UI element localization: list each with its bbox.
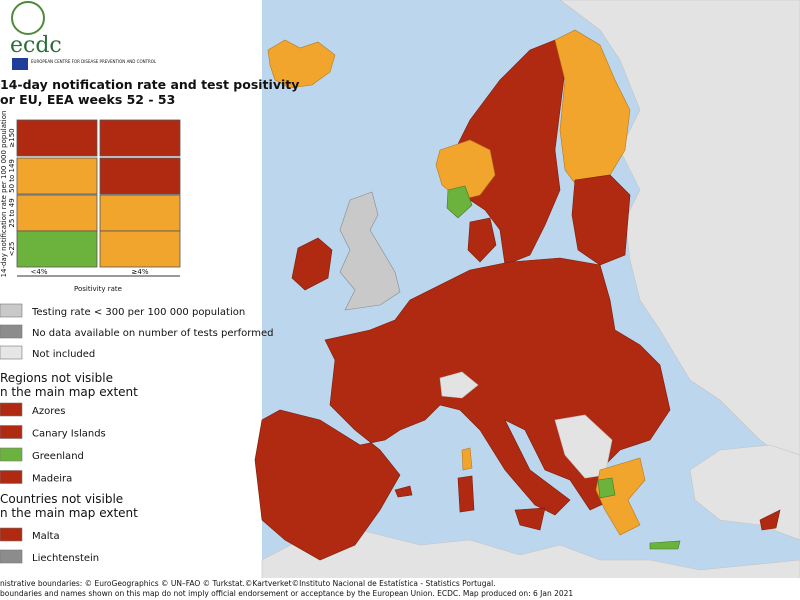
footer-line: boundaries and names shown on this map d…: [0, 589, 573, 598]
legend-swatch: [0, 303, 23, 318]
matrix-cell: [99, 230, 181, 268]
eu-flag: [12, 58, 28, 70]
finland: [554, 29, 631, 191]
footer-line: nistrative boundaries: © EuroGeographics…: [0, 579, 496, 588]
matrix-cell: [16, 157, 98, 195]
legend-label: No data available on number of tests per…: [32, 328, 273, 339]
great-britain: [339, 191, 401, 311]
country-label: Malta: [32, 531, 60, 542]
greece: [595, 457, 646, 536]
title: 14-day notification rate and test positi…: [0, 77, 299, 92]
legend-swatch: [0, 345, 23, 360]
corsica: [461, 447, 473, 471]
row-label: 50 to 149: [8, 159, 16, 193]
regions-heading: n the main map extent: [0, 385, 138, 399]
legend-label: Not included: [32, 349, 95, 360]
row-label: 25 to 49: [8, 198, 16, 227]
region-swatch: [0, 425, 23, 439]
matrix-cell: [16, 230, 98, 268]
balearics: [394, 485, 413, 498]
legend-panel: [0, 0, 262, 580]
ireland: [291, 237, 333, 291]
y-axis-label: 14-day notification rate per 100 000 pop…: [0, 111, 8, 278]
countries-heading: n the main map extent: [0, 506, 138, 520]
sicily: [514, 507, 546, 531]
region-swatch: [0, 447, 23, 462]
baltics: [571, 174, 631, 266]
switzerland: [439, 371, 479, 399]
matrix-cell: [16, 194, 98, 232]
region-swatch: [0, 402, 23, 417]
norway-green: [446, 185, 473, 219]
region-swatch: [0, 470, 23, 484]
matrix-cell: [16, 119, 98, 157]
region-label: Canary Islands: [32, 429, 106, 440]
region-label: Madeira: [32, 474, 72, 485]
country-swatch: [0, 527, 23, 542]
region-label: Greenland: [32, 451, 84, 462]
x-axis-label: Positivity rate: [74, 285, 122, 293]
iceland: [267, 39, 336, 89]
crete: [649, 540, 681, 550]
norway-south: [435, 139, 496, 201]
footer-bg: [0, 578, 800, 600]
matrix-cell: [99, 194, 181, 232]
region-label: Azores: [32, 406, 65, 417]
africa-land: [261, 529, 800, 581]
matrix-cell: [99, 119, 181, 157]
legend-label: Testing rate < 300 per 100 000 populatio…: [31, 307, 245, 318]
title: or EU, EEA weeks 52 - 53: [0, 92, 175, 107]
logo-text: ecdc: [10, 33, 62, 58]
matrix-cell: [99, 157, 181, 195]
continental-europe: [254, 257, 671, 561]
organisation: EUROPEAN CENTRE FOR DISEASE PREVENTION A…: [31, 59, 157, 64]
denmark: [467, 217, 497, 263]
column-label: ≥4%: [132, 268, 149, 276]
countries-heading: Countries not visible: [0, 492, 123, 506]
column-label: <4%: [31, 268, 48, 276]
cyprus: [759, 509, 781, 531]
row-label: <25: [8, 242, 16, 257]
country-swatch: [0, 549, 23, 564]
row-label: ≥150: [8, 128, 16, 147]
greece-green: [597, 477, 616, 499]
logo-globe: [11, 1, 45, 35]
regions-heading: Regions not visible: [0, 371, 113, 385]
sardinia: [457, 475, 475, 513]
legend-swatch: [0, 324, 23, 339]
country-label: Liechtenstein: [32, 553, 99, 564]
